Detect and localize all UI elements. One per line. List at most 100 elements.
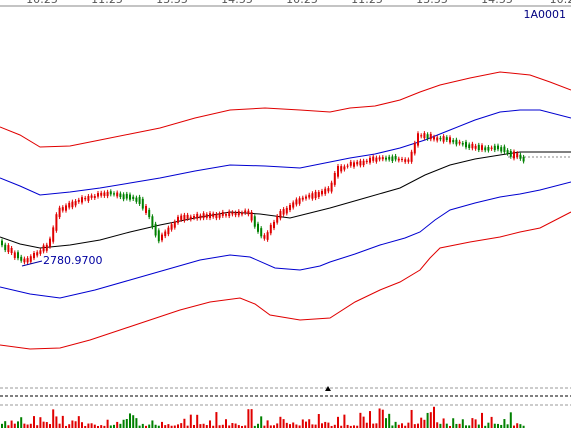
volume-bar [177,424,179,428]
volume-bar [362,416,365,428]
candle-body [426,134,429,139]
volume-bar [516,423,519,428]
candle-body [177,216,179,223]
volume-bar [279,416,282,428]
candle-body [330,182,333,192]
candle-body [36,252,39,256]
candle-body [93,195,96,198]
candle-body [113,193,115,195]
candle-body [362,160,365,166]
candle-body [10,247,13,254]
candle-body [106,191,109,197]
volume-bar [308,419,311,428]
volume-bar [100,425,103,428]
candle-body [90,195,93,198]
time-label: 10:25 [286,0,318,6]
volume-bar [109,425,112,428]
candle-body [161,234,163,241]
volume-bar [276,423,279,428]
candle-body [141,198,144,209]
time-label: 13:55 [156,0,188,6]
candle-body [218,213,221,218]
volume-bar [125,419,128,428]
volume-bar [154,424,157,428]
volume-bar [129,413,131,428]
volume-bar [183,418,186,428]
candle-body [388,156,391,160]
volume-bar [506,424,509,428]
volume-bar [301,419,304,428]
candle-body [58,207,61,218]
candle-body [148,209,151,218]
candle-body [193,216,195,219]
volume-bar [234,423,237,428]
candle-body [157,230,160,242]
volume-bar [253,425,256,428]
volume-bar [487,422,490,428]
candle-body [333,172,336,185]
volume-bar [458,423,461,428]
volume-bar [282,419,285,428]
candle-body [378,157,381,160]
volume-bar [369,411,371,428]
volume-bars [1,406,525,428]
candle-body [20,256,23,261]
candle-body [145,205,147,213]
volume-bar [359,412,362,428]
candle-body [471,143,474,149]
volume-bar [33,416,35,428]
volume-bar [417,423,419,428]
candle-body [167,227,170,235]
candle-body [68,202,71,208]
volume-bar [36,425,39,428]
candle-body [324,188,327,194]
candle-body [455,139,458,145]
candle-body [308,194,311,198]
volume-bar [385,418,387,428]
candle-body [372,156,375,161]
candle-body [199,215,202,219]
candle-body [81,197,83,203]
volume-bar [228,425,231,428]
candle-body [522,156,525,162]
candle-body [337,166,339,177]
lower-outer-band [0,211,571,350]
volume-bar [71,420,74,428]
time-label: 13:55 [416,0,448,6]
volume-bar [247,409,250,428]
volume-bar [333,424,336,428]
volume-bar [170,425,173,428]
candle-body [247,210,250,215]
candle-body [23,258,26,263]
volume-bar [81,422,83,428]
candle-body [282,209,285,215]
candle-body [4,244,7,251]
candle-body [244,210,247,213]
volume-marker [325,386,331,391]
candle-body [71,201,74,208]
candle-body [138,196,141,204]
volume-bar [404,425,407,428]
low-label: 2780.9700 [43,254,103,267]
candle-body [221,211,224,216]
candle-body [410,151,413,162]
candle-body [33,252,35,259]
volume-bar [23,423,26,428]
volume-bar [429,412,432,428]
candle-body [183,214,186,221]
volume-bar [343,414,346,428]
volume-bar [356,425,359,428]
volume-bar [433,406,435,428]
candle-body [61,207,64,211]
candle-body [484,147,487,151]
time-label: 14:55 [481,0,513,6]
volume-bar [58,423,61,428]
candle-body [477,144,480,151]
candle-body [45,244,48,251]
candle-body [445,137,448,141]
volume-bar [4,421,7,428]
volume-bar [423,419,426,428]
volume-bar [314,424,317,428]
volume-bar [317,414,320,428]
